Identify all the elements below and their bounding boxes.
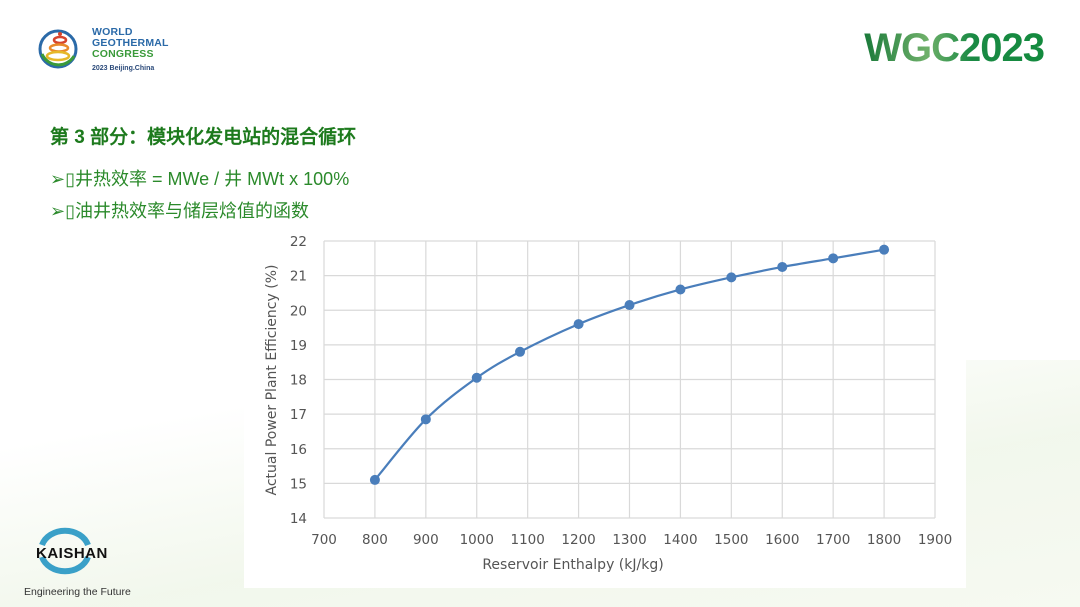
x-tick-label: 1600 — [765, 532, 799, 548]
logo-line: WORLD — [92, 26, 133, 38]
y-tick-label: 20 — [290, 303, 307, 319]
y-tick-label: 18 — [290, 373, 307, 389]
x-tick-label: 800 — [362, 532, 388, 548]
chart-area — [244, 228, 966, 588]
y-tick-label: 14 — [290, 511, 307, 527]
logo-line: GEOTHERMAL — [92, 37, 169, 49]
wgc-logo-icon — [38, 29, 78, 69]
data-point — [471, 372, 482, 383]
x-tick-label: 1300 — [612, 532, 646, 548]
y-tick-label: 19 — [290, 338, 307, 354]
brand-wordmark: WGC2023 — [864, 26, 1045, 70]
x-axis-label: Reservoir Enthalpy (kJ/kg) — [482, 557, 663, 573]
x-tick-label: 1400 — [663, 532, 697, 548]
x-tick-label: 900 — [413, 532, 439, 548]
y-tick-label: 21 — [290, 269, 307, 285]
data-point — [420, 414, 431, 425]
bullet-item: ➢▯井热效率 = MWe / 井 MWt x 100% — [50, 169, 350, 189]
x-tick-label: 1200 — [561, 532, 595, 548]
data-point — [624, 300, 635, 311]
x-tick-label: 1100 — [510, 532, 544, 548]
x-tick-label: 700 — [311, 532, 337, 548]
logo-subtitle: 2023 Beijing.China — [92, 65, 155, 72]
bullet-item: ➢▯油井热效率与储层焓值的函数 — [50, 201, 309, 221]
y-axis-label: Actual Power Plant Efficiency (%) — [264, 265, 280, 496]
data-point — [879, 244, 890, 255]
data-point — [675, 284, 686, 295]
x-tick-label: 1900 — [918, 532, 952, 548]
x-tick-label: 1700 — [816, 532, 850, 548]
kaishan-logo-icon — [39, 527, 91, 575]
y-tick-label: 22 — [290, 234, 307, 250]
logo-line: CONGRESS — [92, 48, 154, 60]
company-tagline: Engineering the Future — [24, 586, 131, 598]
company-name: KAISHAN — [36, 545, 108, 562]
data-point — [828, 253, 839, 264]
y-tick-label: 16 — [290, 442, 307, 458]
data-point — [515, 346, 526, 357]
data-point — [369, 474, 380, 485]
x-tick-label: 1500 — [714, 532, 748, 548]
data-point — [726, 272, 737, 283]
data-point — [777, 261, 788, 272]
wgc-logo-text: WORLD GEOTHERMAL CONGRESS — [92, 27, 169, 60]
data-point — [573, 319, 584, 330]
x-tick-label: 1000 — [460, 532, 494, 548]
slide-title: 第 3 部分：模块化发电站的混合循环 — [50, 127, 357, 148]
y-tick-label: 15 — [290, 476, 307, 492]
y-tick-label: 17 — [290, 407, 307, 423]
x-tick-label: 1800 — [867, 532, 901, 548]
